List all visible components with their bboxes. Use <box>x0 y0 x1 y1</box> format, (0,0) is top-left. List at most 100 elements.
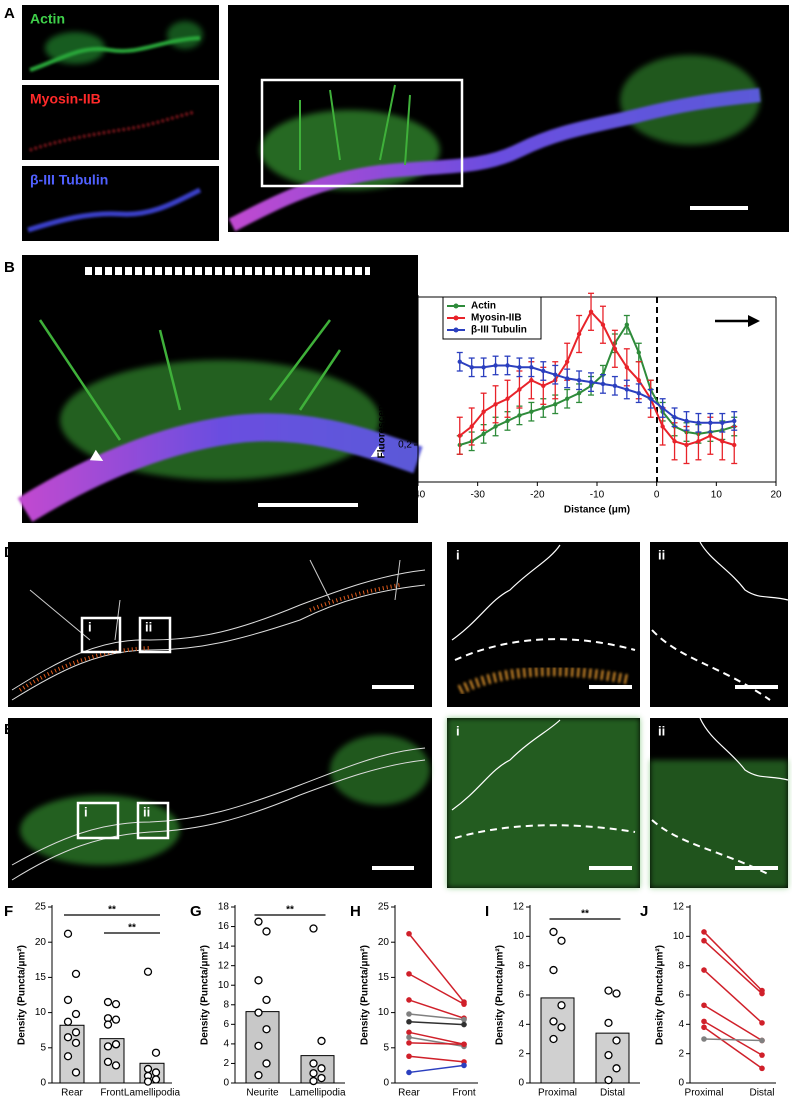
y-tick-label: 0,4 <box>398 403 412 414</box>
y-tick-label: 4 <box>518 1019 524 1030</box>
x-tick-label: 10 <box>711 490 723 501</box>
point <box>696 439 701 444</box>
x-tick-label: -10 <box>590 490 605 501</box>
data-point <box>309 1059 318 1068</box>
y-tick-label: 0 <box>678 1078 684 1089</box>
panel-label: B <box>4 259 15 276</box>
point <box>636 350 641 355</box>
data-point <box>254 917 263 926</box>
image-actin <box>22 5 219 80</box>
y-tick-label: 10 <box>35 1007 47 1018</box>
box-label: ii <box>143 804 150 819</box>
data-point <box>63 929 73 938</box>
y-axis-label: Density (Puncta/μm²) <box>17 945 28 1045</box>
point <box>684 442 689 448</box>
image-merge <box>228 5 789 232</box>
pair-point <box>701 1036 707 1042</box>
point <box>493 424 498 429</box>
pair-point <box>701 1002 707 1009</box>
point <box>457 359 462 364</box>
panel-label: F <box>4 903 13 920</box>
x-axis-label: Distance (μm) <box>564 505 630 516</box>
point <box>517 387 522 392</box>
x-tick-label: Lamellipodia <box>289 1088 346 1099</box>
pair-point <box>406 1069 412 1076</box>
pair-point <box>406 1018 412 1025</box>
inset-label: ii <box>658 723 665 738</box>
data-point <box>612 1064 621 1073</box>
pair-point <box>701 929 707 935</box>
data-point <box>111 1061 121 1070</box>
pair-point <box>406 997 412 1003</box>
image-myosin-outline <box>8 541 789 707</box>
y-tick-label: 10 <box>513 931 525 942</box>
legend-marker <box>453 315 459 321</box>
pair-line <box>703 931 763 992</box>
data-point <box>254 1008 263 1017</box>
pair-point <box>406 1029 412 1036</box>
data-point <box>557 1001 566 1010</box>
y-axis-label: Density (Puncta/μm²) <box>655 945 666 1045</box>
data-point <box>111 1015 121 1024</box>
point <box>469 424 474 429</box>
data-point <box>612 989 621 998</box>
x-tick-label: Proximal <box>685 1088 724 1099</box>
point <box>564 376 570 381</box>
point <box>541 368 546 374</box>
y-tick-label: 20 <box>378 937 390 948</box>
data-point <box>309 1069 318 1078</box>
pair-line <box>703 969 763 1024</box>
x-tick-label: Rear <box>398 1088 420 1099</box>
point <box>481 431 486 437</box>
data-point <box>254 976 263 985</box>
x-tick-label: -20 <box>530 490 545 501</box>
data-point <box>262 1025 271 1034</box>
data-point <box>317 1036 326 1046</box>
y-tick-label: 4 <box>678 1019 684 1030</box>
pair-point <box>461 1062 467 1069</box>
y-tick-label: 15 <box>35 972 47 983</box>
image-actin-outline <box>8 717 789 888</box>
point <box>648 396 653 401</box>
y-tick-label: 6 <box>518 990 524 1001</box>
panel-label: J <box>640 903 648 920</box>
pair-point <box>759 1020 765 1026</box>
y-tick-label: 5 <box>40 1042 46 1053</box>
data-point <box>103 1057 113 1067</box>
y-tick-label: 0 <box>518 1078 524 1089</box>
data-point <box>262 927 271 936</box>
significance-label: ** <box>128 923 136 934</box>
box-label: i <box>84 804 88 819</box>
point <box>505 418 510 424</box>
point <box>672 415 677 420</box>
y-tick-label: 16 <box>218 921 230 932</box>
data-point <box>604 1018 613 1028</box>
y-tick-label: 18 <box>218 902 230 913</box>
panel-label: G <box>190 903 202 920</box>
point <box>588 309 594 314</box>
pair-point <box>701 1018 707 1025</box>
point <box>660 405 665 411</box>
data-point <box>151 1075 161 1084</box>
y-tick-label: 0 <box>223 1078 229 1089</box>
point <box>612 383 618 388</box>
point <box>636 378 641 383</box>
point <box>600 322 606 327</box>
significance-label: ** <box>581 909 589 920</box>
pair-point <box>461 1001 467 1007</box>
data-point <box>549 927 558 937</box>
pair-line <box>703 1004 763 1042</box>
x-tick-label: Distal <box>749 1088 774 1099</box>
pair-point <box>406 930 412 937</box>
legend-marker <box>453 327 459 333</box>
x-tick-label: 0 <box>654 490 660 501</box>
inset-label: ii <box>658 547 665 562</box>
pair-line <box>408 999 465 1019</box>
data-point <box>143 967 153 976</box>
pair-line <box>408 1064 465 1074</box>
data-point <box>262 995 271 1005</box>
point <box>624 387 630 392</box>
point <box>672 439 677 444</box>
data-point <box>309 1076 318 1086</box>
point <box>505 363 510 368</box>
